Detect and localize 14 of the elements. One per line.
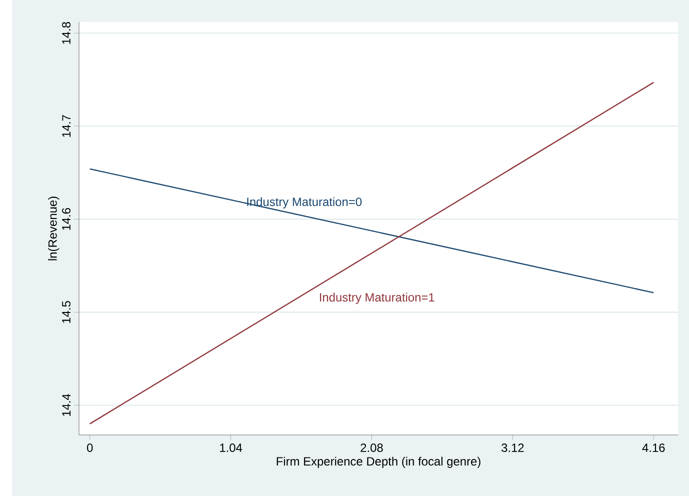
- y-tick-label: 14.6: [62, 208, 70, 230]
- x-tick-label: 4.16: [642, 444, 665, 452]
- y-tick-label: 14.8: [62, 22, 70, 44]
- y-tick-label: 14.4: [62, 394, 70, 416]
- y-tick-label: 14.7: [62, 115, 70, 137]
- x-tick-label: 3.12: [501, 444, 524, 452]
- x-tick-label: 0: [86, 444, 93, 452]
- series-label: Industry Maturation=0: [247, 197, 362, 208]
- y-axis-title: ln(Revenue): [48, 196, 60, 260]
- x-axis-title: Firm Experience Depth (in focal genre): [276, 456, 480, 468]
- x-tick-label: 2.08: [360, 444, 383, 452]
- y-tick-label: 14.5: [62, 301, 70, 323]
- x-tick-label: 1.04: [220, 444, 242, 452]
- series-label: Industry Maturation=1: [320, 292, 434, 304]
